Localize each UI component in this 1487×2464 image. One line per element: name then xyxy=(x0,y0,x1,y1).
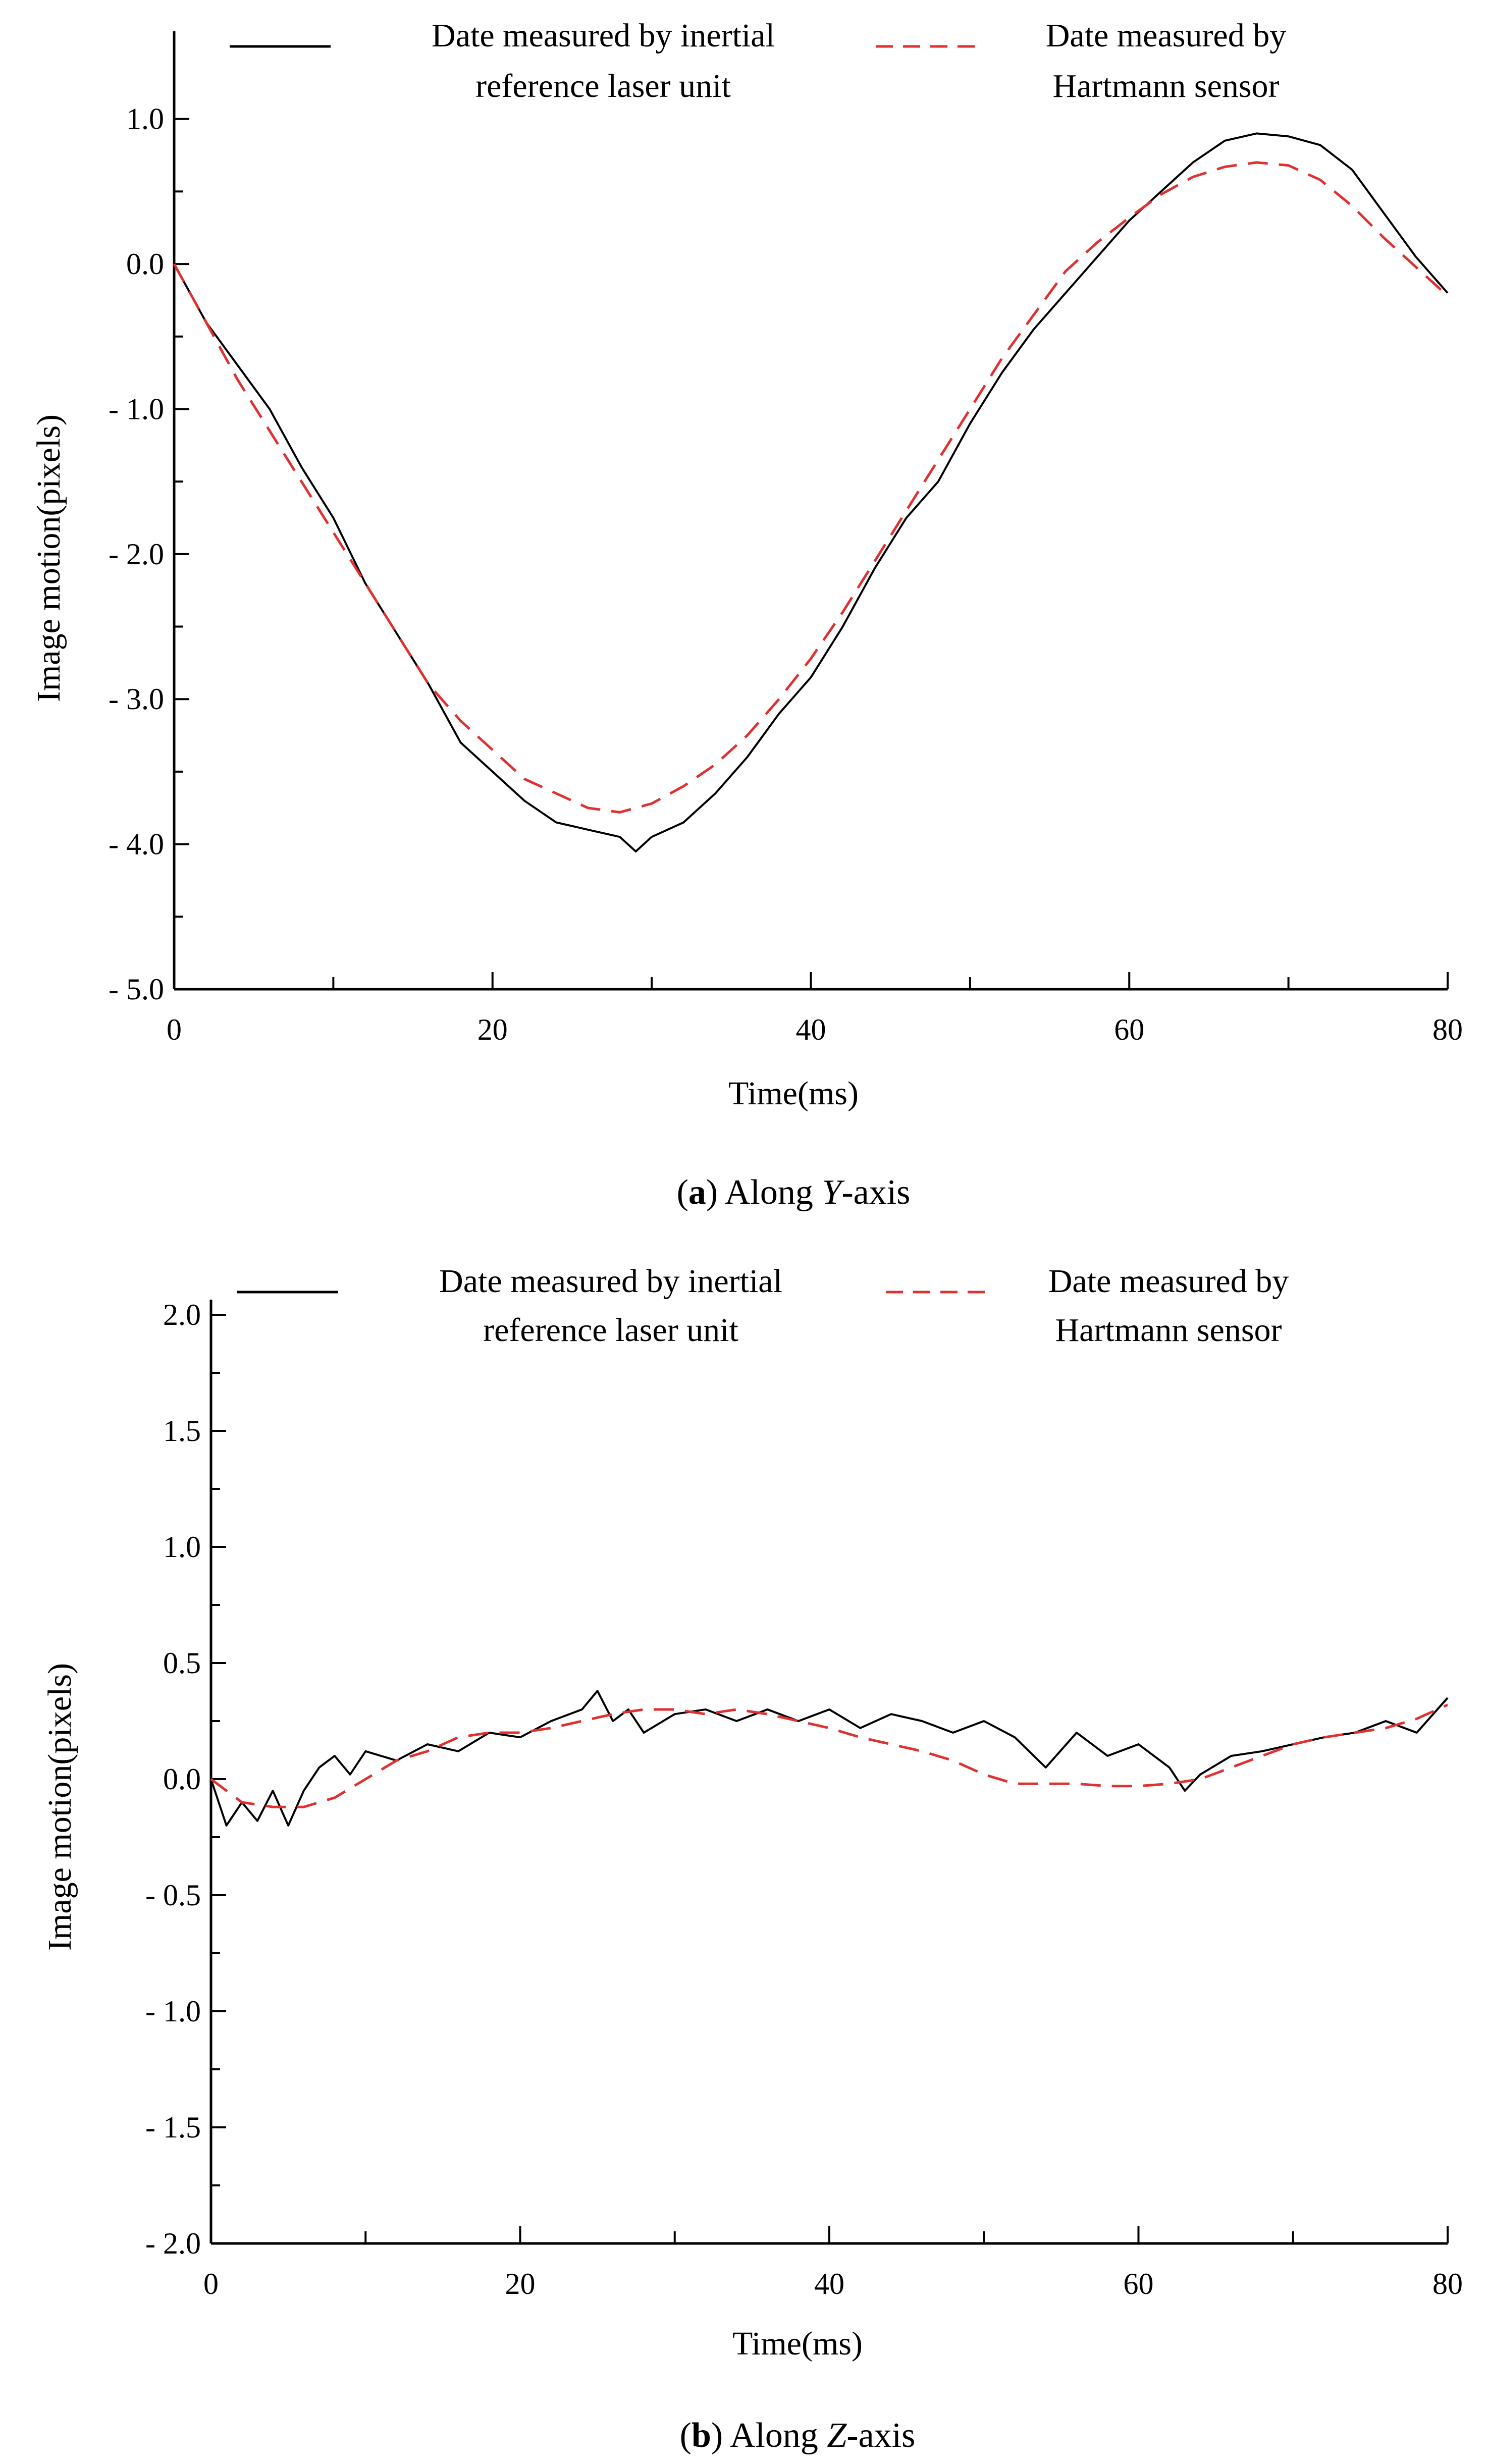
series-line-a-hartmann xyxy=(173,161,1449,814)
caption-a-axis-letter: Y xyxy=(822,1173,845,1212)
caption-a-suffix: -axis xyxy=(841,1173,910,1212)
plot-b: 0 20 40 60 80 2.0 1.5 1.0 0.5 0.0 - 0.5 - 1.0 - 1.5 -… xyxy=(145,1298,1463,2300)
x-tick-label-b-2: 40 xyxy=(814,2267,844,2300)
x-tick-label-a-3: 60 xyxy=(1114,1013,1144,1046)
x-tick-label-b-0: 0 xyxy=(203,2267,219,2300)
legend-a-imu-label-line1: Date measured by inertial xyxy=(432,17,775,54)
caption-b-rest: ) Along xyxy=(711,2416,827,2455)
legend-a-hartmann-label-line2: Hartmann sensor xyxy=(1052,68,1279,104)
y-tick-label-b-4: 0.0 xyxy=(163,1762,201,1796)
y-tick-label-a-0: 1.0 xyxy=(126,102,164,136)
caption-a-letter: a xyxy=(688,1173,706,1212)
y-tick-label-b-8: - 2.0 xyxy=(145,2227,201,2260)
series-line-b-hartmann xyxy=(210,1703,1449,1808)
y-tick-label-b-3: 0.5 xyxy=(163,1646,201,1680)
caption-b-letter: b xyxy=(692,2416,711,2455)
legend-b-hartmann-label-line1: Date measured by xyxy=(1048,1263,1289,1300)
series-line-a-imu xyxy=(173,132,1449,852)
legend-a-hartmann-label-line1: Date measured by xyxy=(1046,17,1286,54)
caption-b: (b) Along Z-axis xyxy=(680,2416,916,2455)
chart-panel-a: Date measured by inertial reference lase… xyxy=(30,17,1463,1212)
x-tick-label-a-4: 80 xyxy=(1432,1013,1463,1046)
y-tick-label-b-2: 1.0 xyxy=(163,1530,201,1564)
x-tick-label-a-1: 20 xyxy=(477,1013,508,1046)
x-tick-label-b-3: 60 xyxy=(1124,2267,1154,2300)
plot-a: 0 20 40 60 80 1.0 0.0 - 1.0 - 2.0 - 3.0 - 4.0 - 5.0 xyxy=(109,31,1463,1046)
y-tick-label-a-2: - 1.0 xyxy=(109,392,164,425)
y-tick-label-a-6: - 5.0 xyxy=(109,973,164,1006)
legend-b-hartmann-label-line2: Hartmann sensor xyxy=(1055,1312,1282,1349)
x-tick-label-b-1: 20 xyxy=(505,2267,536,2300)
y-tick-label-a-5: - 4.0 xyxy=(109,828,164,861)
x-tick-label-a-0: 0 xyxy=(167,1013,182,1046)
legend-b-imu-label-line2: reference laser unit xyxy=(483,1312,738,1349)
caption-a: (a) Along Y-axis xyxy=(677,1173,911,1212)
legend-b-imu-label-line1: Date measured by inertial xyxy=(439,1263,782,1300)
y-tick-label-b-1: 1.5 xyxy=(163,1414,201,1448)
chart-panel-b: Date measured by inertial reference lase… xyxy=(41,1263,1463,2455)
y-tick-label-a-3: - 2.0 xyxy=(109,538,164,571)
x-axis-title-a: Time(ms) xyxy=(728,1075,859,1112)
y-tick-label-b-5: - 0.5 xyxy=(145,1879,201,1912)
y-tick-label-a-1: 0.0 xyxy=(126,247,164,281)
y-axis-title-a: Image motion(pixels) xyxy=(30,414,67,702)
y-tick-label-b-6: - 1.0 xyxy=(145,1995,201,2028)
x-axis-title-b: Time(ms) xyxy=(732,2325,863,2362)
x-tick-label-a-2: 40 xyxy=(796,1013,826,1046)
y-tick-label-b-0: 2.0 xyxy=(163,1298,201,1331)
caption-a-rest: ) Along xyxy=(706,1173,822,1212)
x-tick-label-b-4: 80 xyxy=(1432,2267,1463,2300)
y-axis-title-b: Image motion(pixels) xyxy=(41,1663,78,1951)
caption-b-axis-letter: Z xyxy=(827,2416,847,2455)
caption-b-suffix: -axis xyxy=(846,2416,915,2455)
legend-a-imu-label-line2: reference laser unit xyxy=(475,68,731,104)
y-tick-label-a-4: - 3.0 xyxy=(109,682,164,716)
y-tick-label-b-7: - 1.5 xyxy=(145,2111,201,2144)
series-line-b-imu xyxy=(210,1690,1449,1827)
